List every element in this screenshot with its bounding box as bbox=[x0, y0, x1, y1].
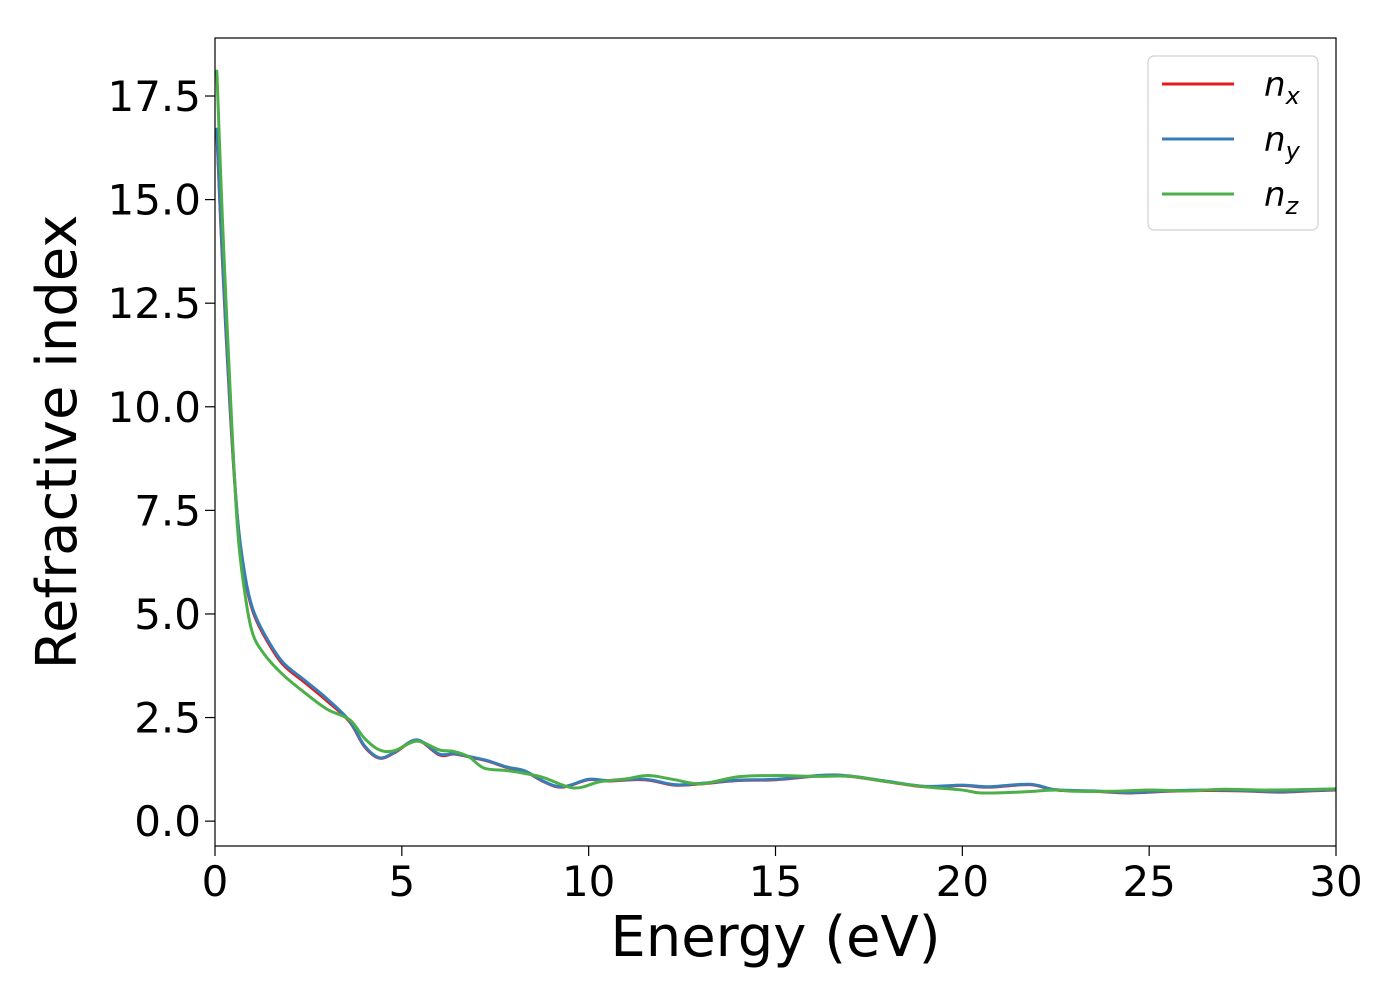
x-tick-label: 15 bbox=[749, 857, 802, 906]
x-tick-label: 20 bbox=[936, 857, 989, 906]
y-tick-label: 17.5 bbox=[107, 72, 201, 121]
legend: nx ny nz bbox=[1147, 55, 1319, 231]
y-axis-label: Refractive index bbox=[25, 215, 90, 670]
legend-frame bbox=[1147, 55, 1319, 231]
x-axis-ticks: 0 5 10 15 20 25 30 bbox=[202, 846, 1363, 906]
x-tick-label: 25 bbox=[1122, 857, 1175, 906]
series-line-nz bbox=[215, 69, 1336, 795]
y-tick-label: 0.0 bbox=[134, 797, 201, 846]
series-layer bbox=[215, 69, 1336, 795]
x-tick-label: 10 bbox=[562, 857, 615, 906]
x-tick-label: 30 bbox=[1309, 857, 1362, 906]
x-tick-label: 5 bbox=[388, 857, 415, 906]
y-tick-label: 7.5 bbox=[134, 486, 201, 535]
y-axis-ticks: 0.0 2.5 5.0 7.5 10.0 12.5 15.0 17.5 bbox=[107, 72, 215, 846]
y-tick-label: 15.0 bbox=[107, 176, 201, 225]
y-tick-label: 10.0 bbox=[107, 383, 201, 432]
x-tick-label: 0 bbox=[202, 857, 229, 906]
y-tick-label: 12.5 bbox=[107, 279, 201, 328]
legend-entry-x: nx bbox=[1264, 65, 1301, 110]
legend-entry-y: ny bbox=[1264, 120, 1301, 165]
y-tick-label: 5.0 bbox=[134, 590, 201, 639]
legend-entry-z: nz bbox=[1264, 175, 1300, 220]
x-axis-label: Energy (eV) bbox=[610, 905, 940, 970]
y-tick-label: 2.5 bbox=[134, 694, 201, 743]
